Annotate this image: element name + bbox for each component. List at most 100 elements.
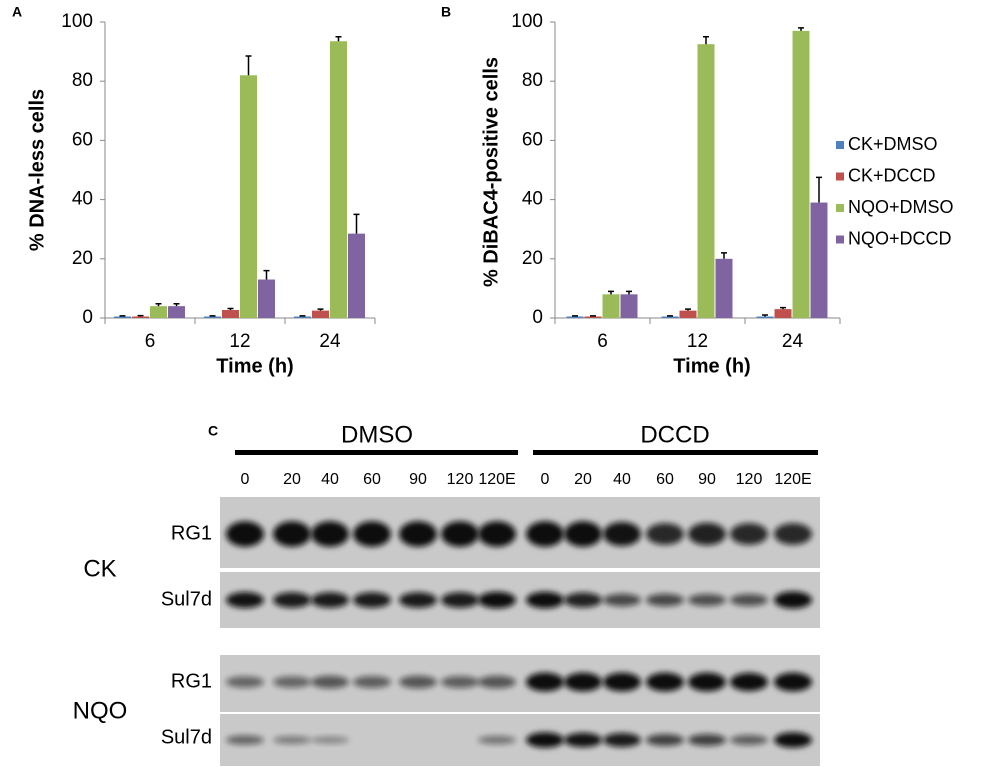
y-axis-title: % DNA-less cells [26,89,48,251]
blot-band [273,735,311,745]
blot-band [603,672,641,692]
bar [715,258,733,318]
blot-band [564,521,602,547]
legend-label: NQO+DMSO [848,197,954,217]
protein-label: RG1 [171,670,212,692]
bar [661,316,679,318]
y-tick-label: 60 [522,129,543,150]
blot-band [478,591,516,609]
blot-band [226,735,264,745]
lane-label: 20 [283,471,301,488]
blot-band [688,672,726,692]
blot-band [353,592,391,608]
y-axis-title: % DiBAC4-positive cells [480,57,502,287]
bar [774,309,792,318]
blot-band [311,736,349,744]
blot-band [311,521,349,547]
lane-label: 120 [447,471,474,488]
lane-label: 90 [409,471,427,488]
x-tick-label: 6 [145,331,156,352]
blot-band [646,672,684,692]
bar [132,316,149,318]
error-bar [608,290,614,295]
y-tick-label: 0 [532,307,543,328]
x-tick-label: 6 [597,331,608,352]
blot-band [564,732,602,748]
blot-band [353,675,391,689]
blot-band [478,521,516,547]
x-tick-label: 24 [782,331,804,352]
legend-swatch [836,235,844,244]
error-bar [721,252,727,259]
blot-band [688,594,726,606]
blot-band [478,735,516,745]
error-bar [353,213,360,234]
lane-label: 40 [613,471,631,488]
error-bar [762,314,768,317]
bar [258,279,275,318]
blot-band [774,732,812,748]
blot-band [273,676,311,688]
bar [312,310,329,318]
error-bar [626,290,632,295]
lane-label: 40 [321,471,339,488]
x-tick-label: 24 [319,331,341,352]
error-bar [173,303,180,307]
bar [168,306,185,318]
error-bar [335,36,342,42]
y-tick-label: 80 [522,70,543,91]
error-bar [780,306,786,310]
protein-label: Sul7d [161,726,212,748]
blot-band [273,592,311,608]
blot-band [646,523,684,545]
error-bar [667,315,673,317]
blot-band [399,675,437,689]
error-bar [703,36,709,45]
blot-band [526,672,564,692]
blot-band [730,672,768,692]
blot-band [226,592,264,608]
blot-band [730,594,768,606]
y-tick-label: 100 [61,11,93,32]
blot-band [478,675,516,689]
error-bar [209,315,216,317]
bar [294,316,311,318]
blot-band [688,734,726,746]
error-bar [263,269,270,280]
y-tick-label: 80 [72,70,93,91]
blot-band [441,675,479,689]
y-tick-label: 20 [72,248,93,269]
bar [150,306,167,318]
error-bar [685,308,691,311]
error-bar [317,308,324,311]
error-bar [816,176,822,203]
legend-label: CK+DCCD [848,165,936,185]
x-axis-title: Time (h) [216,355,293,377]
error-bar [119,315,126,317]
blot-band [353,521,391,547]
blot-band [526,521,564,547]
lane-label: 120E [478,471,515,488]
bar [679,310,697,318]
x-tick-label: 12 [229,331,250,352]
blot-band [226,521,264,547]
lane-label: 120 [736,471,763,488]
bar [566,316,584,318]
legend-swatch [836,204,844,212]
error-bar [155,303,162,307]
lane-label: 60 [656,471,674,488]
blot-band [441,521,479,547]
blot-band [226,676,264,688]
bar [697,44,715,318]
blot-band [526,732,564,748]
x-axis-title: Time (h) [673,355,750,377]
legend-label: NQO+DCCD [848,228,952,248]
bar [240,75,257,318]
panel-label: B [441,4,451,20]
y-tick-label: 0 [82,307,93,328]
lane-label: 0 [241,471,250,488]
bar [114,316,131,318]
lane-label: 60 [363,471,381,488]
blot-band [730,735,768,745]
